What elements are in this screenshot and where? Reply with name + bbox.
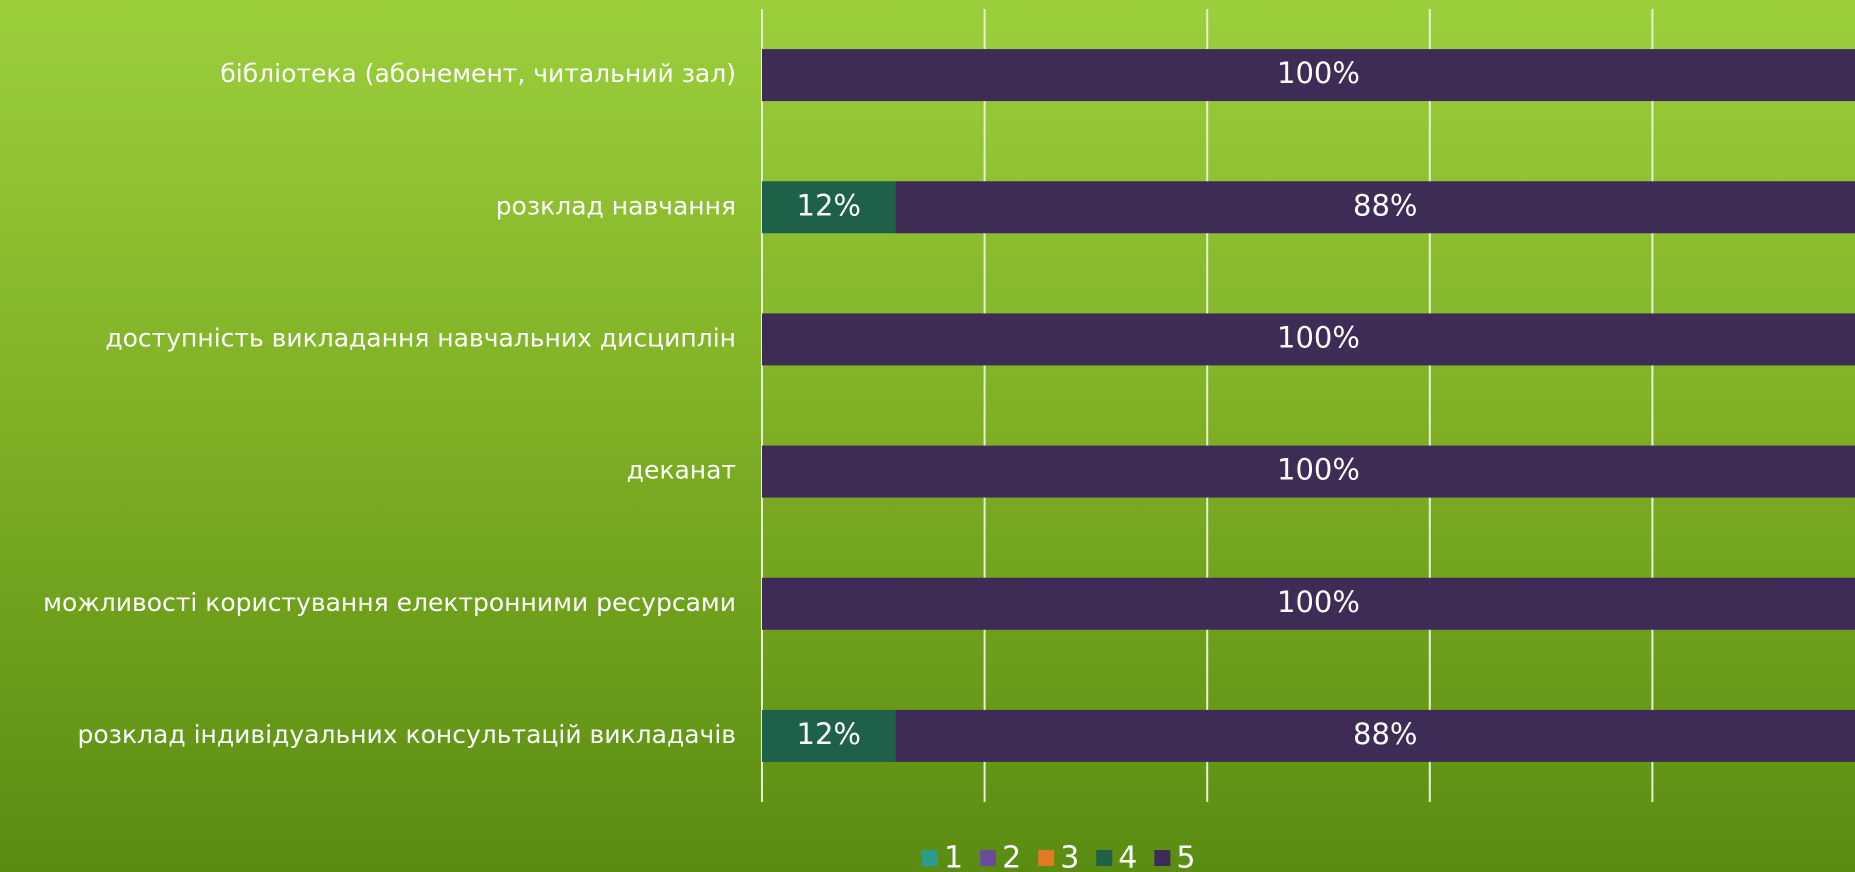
bar-segment (762, 445, 1855, 498)
data-label: 100% (1277, 320, 1360, 354)
legend-label: 3 (1060, 841, 1079, 872)
bar-segment (762, 181, 896, 234)
legend-swatch (980, 850, 997, 866)
category-label: розклад навчання (496, 191, 736, 220)
bar-segment (762, 49, 1855, 102)
category-label: можливості користування електронними рес… (43, 588, 736, 617)
data-label: 12% (797, 717, 861, 751)
legend-swatch (1096, 850, 1113, 866)
category-label: доступність викладання навчальних дисцип… (105, 323, 736, 352)
data-label: 100% (1277, 453, 1360, 487)
legend-label: 2 (1002, 841, 1021, 872)
legend-label: 1 (944, 841, 963, 872)
data-label: 88% (1353, 188, 1417, 222)
legend-swatch (922, 850, 938, 866)
data-label: 88% (1353, 717, 1417, 751)
legend-swatch (1154, 850, 1171, 866)
legend-swatch (1038, 850, 1055, 866)
data-label: 12% (797, 188, 861, 222)
legend-label: 5 (1176, 841, 1195, 872)
legend-label: 4 (1118, 841, 1137, 872)
category-label: деканат (627, 456, 736, 485)
data-label: 100% (1277, 56, 1360, 90)
bar-segment (895, 181, 1855, 234)
bar-segment (895, 709, 1855, 762)
data-label: 100% (1277, 585, 1360, 619)
bar-segment (762, 577, 1855, 630)
bar-segment (762, 313, 1855, 366)
category-label: бібліотека (абонемент, читальний зал) (220, 59, 736, 88)
category-label: розклад індивідуальних консультацій викл… (77, 720, 736, 749)
bar-segment (762, 709, 896, 762)
